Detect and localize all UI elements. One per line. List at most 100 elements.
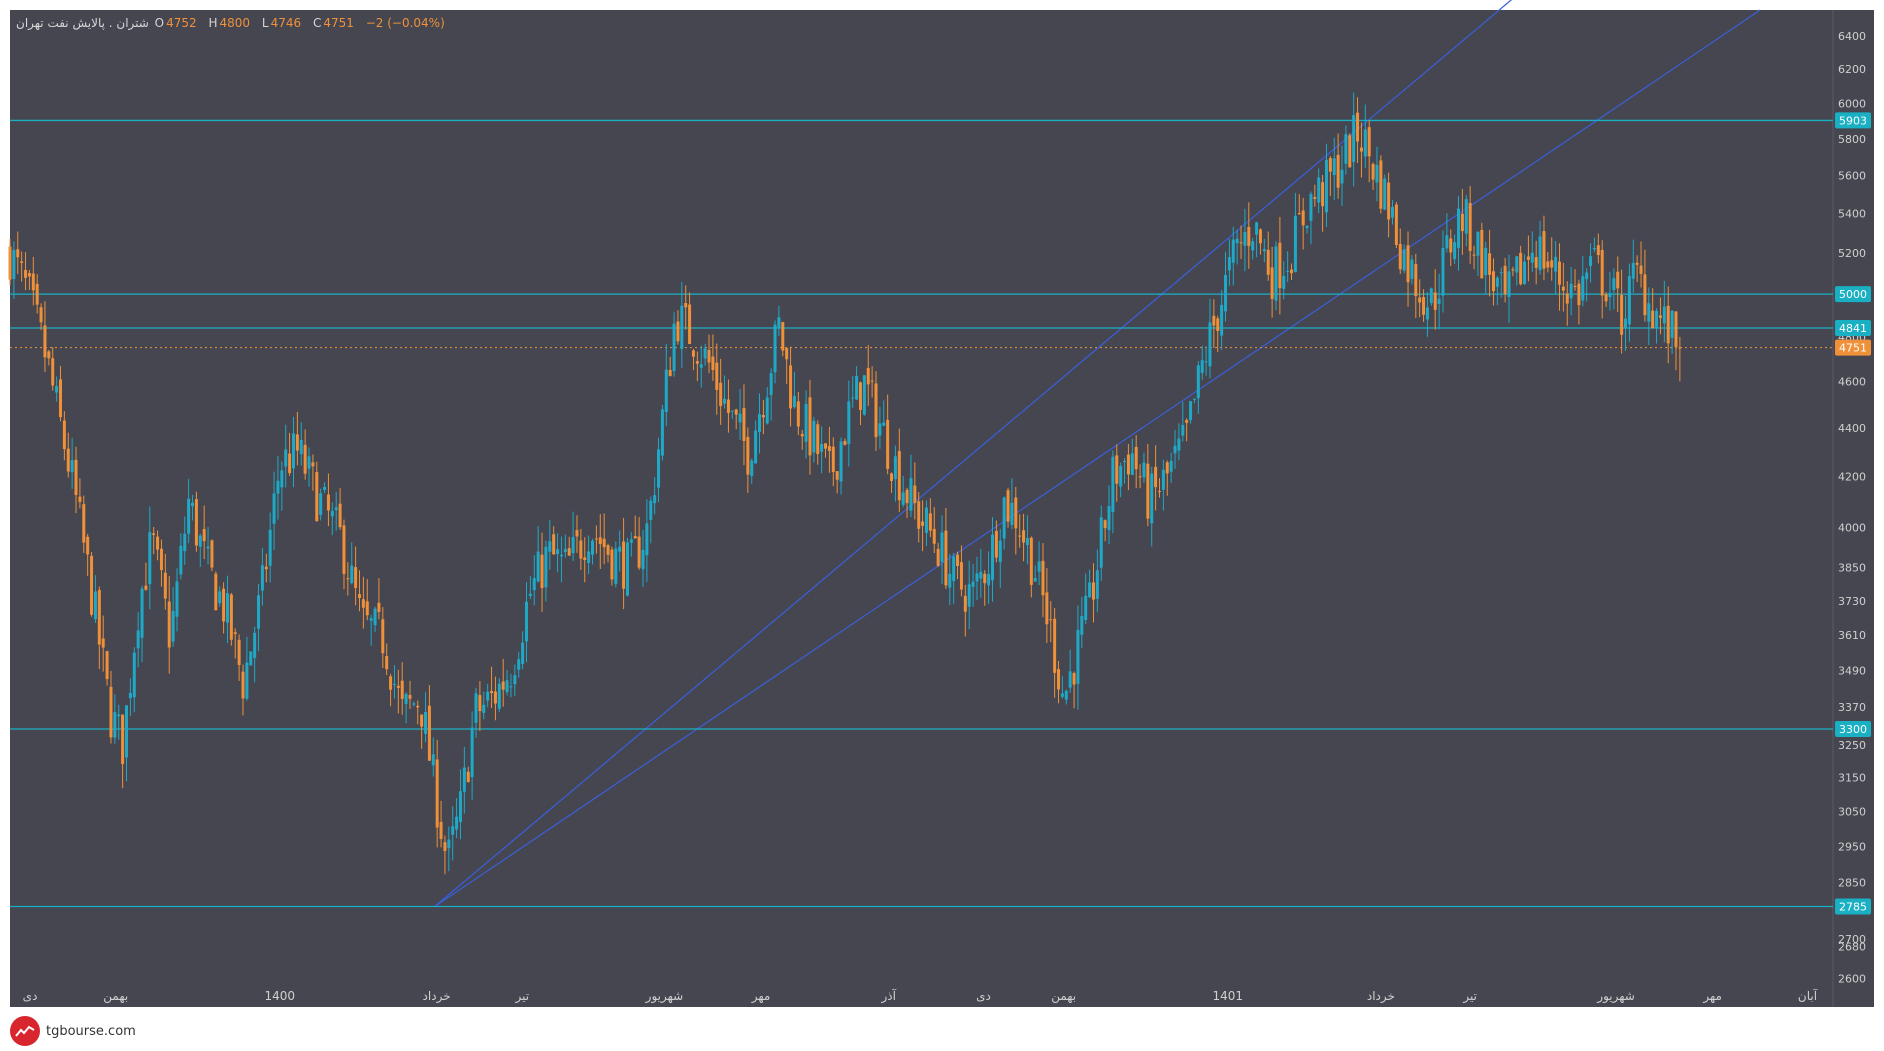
candle-body (342, 525, 346, 574)
candle-body (1472, 254, 1476, 256)
candle-body (1433, 292, 1437, 310)
candle-body (1422, 297, 1426, 315)
candle-body (1624, 318, 1628, 328)
candle-body (206, 546, 210, 549)
candle-body (1390, 206, 1394, 218)
candle-body (1282, 276, 1286, 289)
candle-body (1523, 261, 1527, 285)
candle-body (455, 816, 459, 830)
candle-body (156, 536, 160, 550)
candle-body (890, 473, 894, 482)
x-tick-label: دی (976, 989, 991, 1003)
candle-body (532, 578, 536, 591)
candle-body (125, 705, 129, 758)
candle-body (707, 349, 711, 363)
candle-body (855, 376, 859, 400)
candle-body (979, 571, 983, 579)
candle-body (27, 272, 31, 277)
candle-body (812, 420, 816, 453)
candle-body (991, 534, 995, 581)
candle-body (777, 317, 781, 328)
candle-body (1173, 445, 1177, 454)
candle-body (1480, 230, 1484, 279)
candle-body (1662, 306, 1666, 324)
brand[interactable]: tgbourse.com (10, 1016, 136, 1046)
candle-body (1247, 227, 1251, 246)
candle-body (1387, 182, 1391, 220)
candle-body (1119, 465, 1123, 487)
candle-body (486, 691, 490, 701)
candle-body (1379, 160, 1383, 209)
candle-body (1464, 199, 1468, 234)
candle-body (1666, 305, 1670, 344)
candle-body (1457, 208, 1461, 248)
candle-body (97, 590, 101, 645)
candle-body (1216, 318, 1220, 331)
candle-body (78, 496, 82, 502)
low-label: L (261, 16, 269, 30)
candle-body (1161, 469, 1165, 490)
candle-body (660, 409, 664, 456)
candle-body (688, 304, 692, 344)
candle-body (967, 584, 971, 607)
candle-body (1022, 530, 1026, 543)
candle-body (1503, 265, 1507, 295)
candle-body (245, 662, 249, 699)
y-tick-label: 6200 (1838, 63, 1866, 76)
candle-body (719, 382, 723, 407)
candle-body (940, 532, 944, 563)
candle-body (191, 502, 195, 507)
candle-body (1227, 257, 1231, 271)
candle-body (936, 548, 940, 566)
candle-body (264, 566, 268, 570)
candle-body (1488, 253, 1492, 275)
high-value: 4800 (219, 16, 251, 30)
candle-body (1507, 271, 1511, 297)
channel-lower-line (434, 0, 1513, 907)
candle-body (105, 651, 109, 680)
candle-body (556, 549, 560, 555)
candle-body (295, 434, 299, 451)
candle-body (1010, 502, 1014, 526)
candle-body (350, 565, 354, 584)
candle-body (1150, 473, 1154, 524)
candle-body (392, 683, 396, 685)
candle-body (928, 513, 932, 531)
candle-body (1142, 462, 1146, 478)
x-tick-label: مهر (1702, 989, 1722, 1004)
candle-body (804, 403, 808, 442)
candle-body (152, 533, 156, 536)
candle-body (1192, 398, 1196, 400)
candle-body (330, 510, 334, 517)
candle-body (1006, 490, 1010, 522)
candle-body (657, 449, 661, 488)
candle-body (1088, 582, 1092, 598)
candle-body (354, 567, 358, 588)
candle-body (1538, 236, 1542, 271)
y-tick-label: 2700 (1838, 933, 1866, 946)
candle-body (1305, 225, 1309, 229)
candle-body (8, 246, 12, 280)
candle-body (435, 759, 439, 828)
candle-body (1453, 242, 1457, 260)
candle-body (509, 686, 513, 688)
current-price-badge-box (1835, 339, 1871, 356)
candle-body (121, 714, 125, 765)
candle-body (319, 493, 323, 515)
candle-body (1064, 690, 1068, 700)
candle-body (602, 538, 606, 548)
candle-body (622, 541, 626, 589)
x-tick-label: تیر (514, 989, 529, 1004)
candle-body (210, 540, 214, 568)
candle-body (1200, 360, 1204, 373)
candle-body (144, 585, 148, 590)
candle-body (280, 470, 284, 488)
candle-body (175, 581, 179, 617)
candle-body (237, 639, 241, 666)
candles (8, 92, 1682, 875)
candle-body (148, 532, 152, 585)
candle-body (637, 536, 641, 568)
candle-body (1515, 256, 1519, 273)
candle-body (730, 410, 734, 412)
